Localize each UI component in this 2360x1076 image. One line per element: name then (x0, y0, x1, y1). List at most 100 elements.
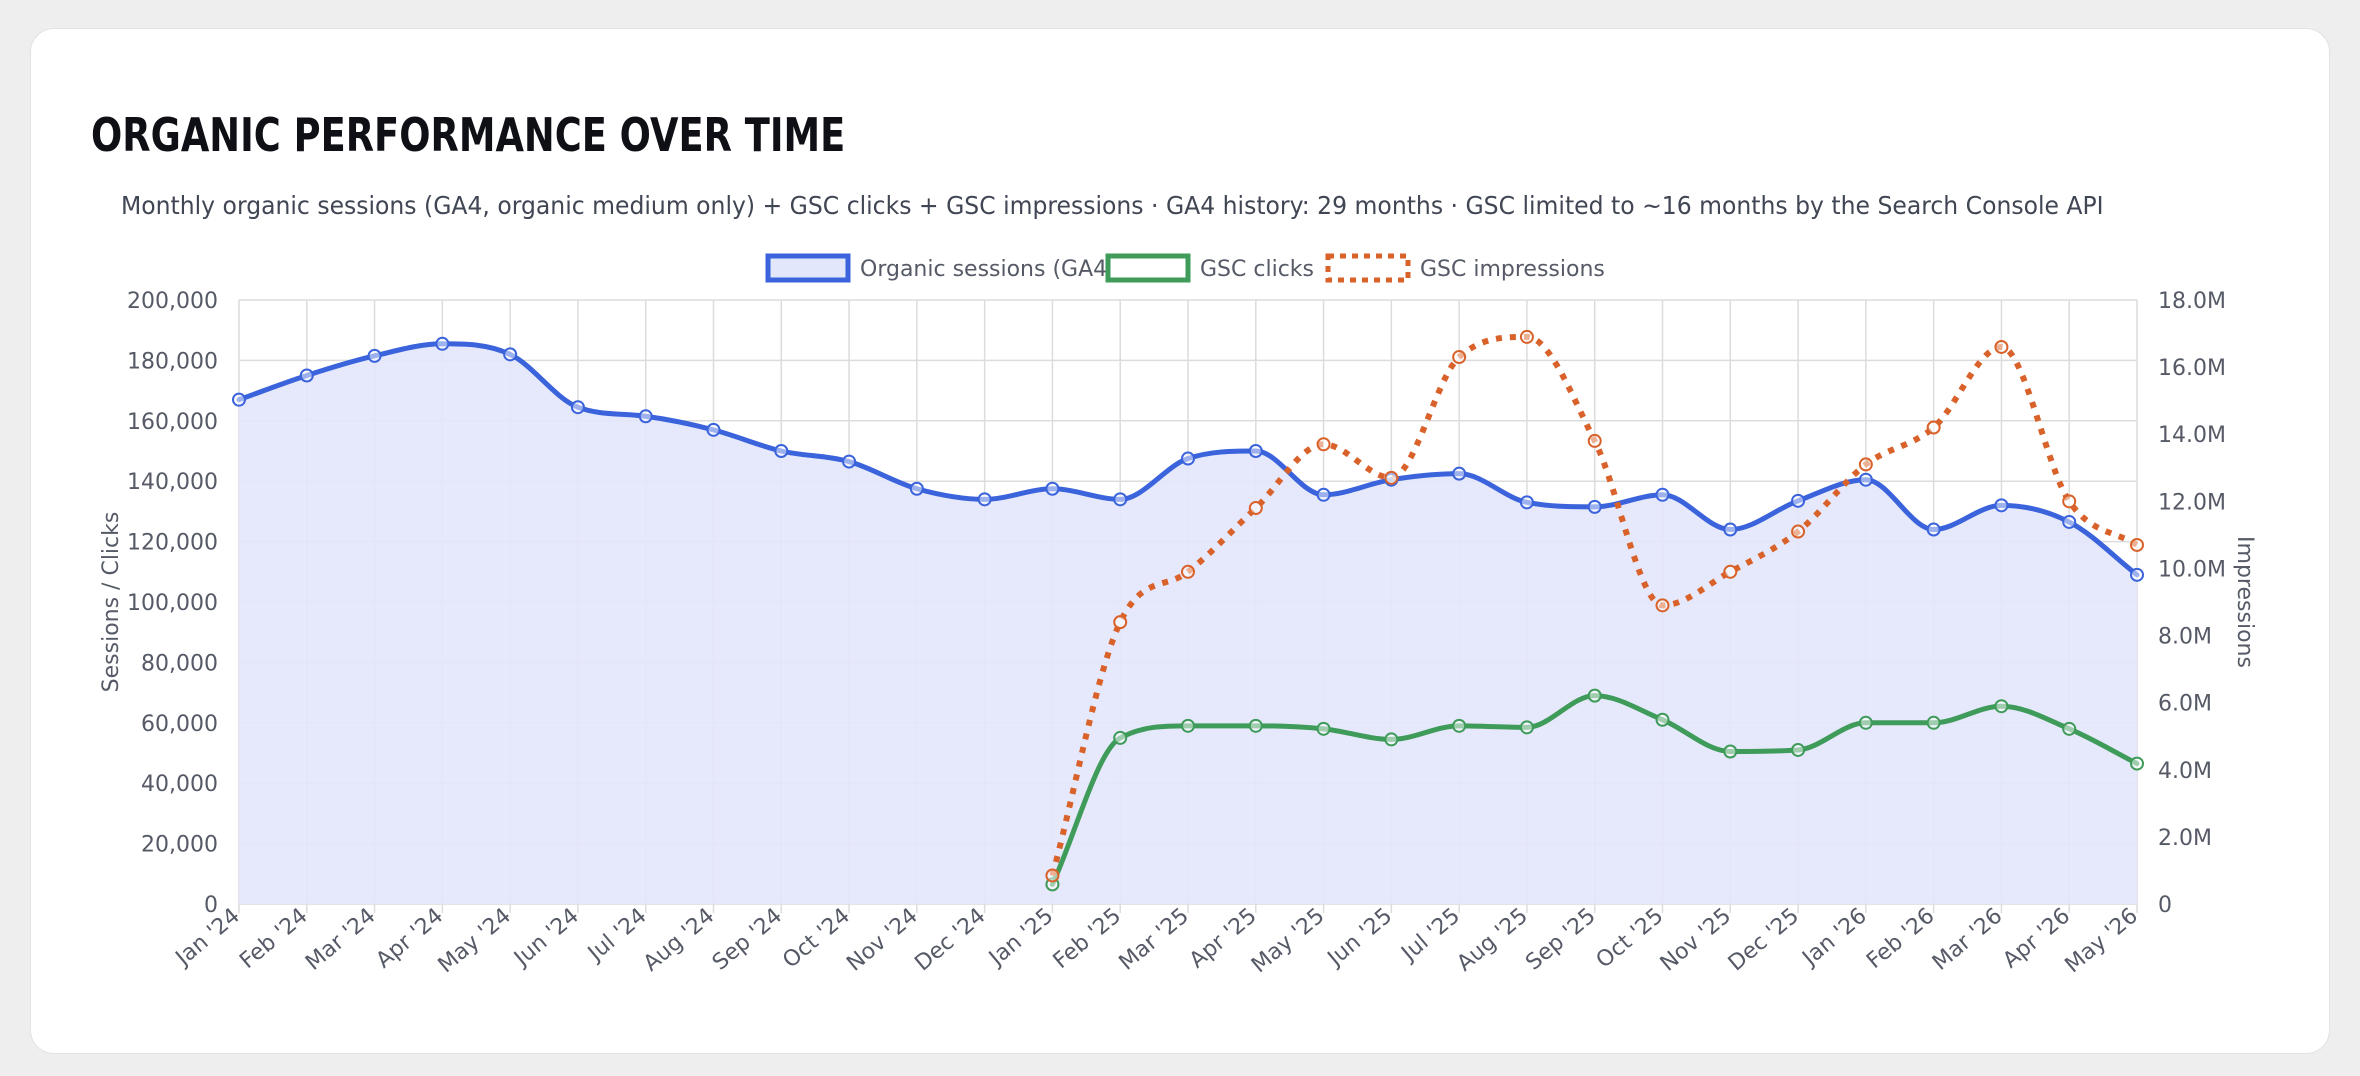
point-gsc-impressions (2062, 494, 2077, 509)
point-gsc-clicks (1384, 732, 1399, 747)
point-gsc-clicks (1926, 715, 1941, 730)
x-tick-label: Dec '24 (910, 903, 990, 976)
y-left-tick-label: 0 (204, 893, 218, 918)
y-right-tick-label: 10.0M (2158, 557, 2226, 582)
x-tick-label: Aug '24 (639, 903, 719, 976)
legend[interactable]: Organic sessions (GA4) GSC clicks GSC impr… (765, 253, 1605, 283)
point-gsc-clicks (1113, 730, 1128, 745)
point-gsc-clicks (1248, 718, 1263, 733)
x-tick-label: Mar '24 (301, 903, 380, 975)
point-organic-sessions-ga4 (1858, 472, 1873, 487)
point-organic-sessions-ga4 (1723, 522, 1738, 537)
point-gsc-impressions (1384, 470, 1399, 485)
point-gsc-impressions (1858, 457, 1873, 472)
x-tick-label: Sep '24 (708, 903, 787, 975)
area-organic-sessions-ga4 (239, 343, 2137, 904)
x-tick-label: May '24 (434, 903, 516, 978)
legend-label-gsc-impressions: GSC impressions (1420, 257, 1605, 282)
point-organic-sessions-ga4 (638, 409, 653, 424)
point-organic-sessions-ga4 (2130, 567, 2144, 582)
y-left-axis-title: Sessions / Clicks (99, 512, 124, 693)
point-gsc-impressions (1723, 564, 1738, 579)
legend-label-organic-sessions-ga4: Organic sessions (GA4) (860, 257, 1116, 282)
point-organic-sessions-ga4 (1994, 498, 2009, 513)
y-right-tick-label: 0 (2158, 893, 2172, 918)
y-right-tick-label: 16.0M (2158, 356, 2226, 381)
y-left-tick-label: 20,000 (141, 833, 218, 858)
y-left-tick-label: 100,000 (127, 591, 218, 616)
y-right-tick-label: 14.0M (2158, 423, 2226, 448)
x-tick-label: Aug '25 (1452, 903, 1532, 976)
point-gsc-clicks (1181, 718, 1195, 733)
point-organic-sessions-ga4 (2062, 514, 2077, 529)
line-gsc-impressions (1049, 333, 2139, 877)
legend-swatch-organic-sessions-ga4 (765, 253, 851, 283)
legend-swatch-gsc-impressions (1325, 253, 1411, 283)
point-gsc-impressions (1519, 329, 1534, 344)
point-gsc-clicks (2130, 756, 2144, 771)
point-organic-sessions-ga4 (1316, 487, 1331, 502)
x-tick-label: Oct '25 (1592, 903, 1669, 973)
point-organic-sessions-ga4 (299, 368, 314, 383)
point-gsc-impressions (1113, 615, 1128, 630)
line-gsc-clicks (1049, 693, 2140, 887)
point-organic-sessions-ga4 (774, 444, 789, 458)
point-gsc-clicks (1587, 688, 1602, 703)
page-title: ORGANIC PERFORMANCE OVER TIME (91, 108, 846, 162)
point-gsc-impressions (1587, 433, 1602, 448)
point-gsc-impressions (1791, 524, 1806, 539)
y-right-tick-label: 2.0M (2158, 826, 2212, 851)
x-tick-label: Mar '26 (1928, 903, 2007, 975)
point-gsc-impressions (2130, 537, 2144, 552)
point-gsc-impressions (1994, 339, 2009, 354)
y-right-axis-title: Impressions (2232, 536, 2257, 668)
x-tick-label: Feb '24 (235, 903, 312, 974)
point-gsc-impressions (1045, 868, 1060, 883)
y-right-tick-label: 4.0M (2158, 759, 2212, 784)
point-gsc-clicks (2062, 721, 2077, 736)
legend-label-gsc-clicks: GSC clicks (1200, 257, 1314, 282)
y-right-tick-label: 8.0M (2158, 625, 2212, 650)
x-tick-label: Dec '25 (1724, 903, 1804, 976)
point-organic-sessions-ga4 (706, 422, 721, 437)
point-organic-sessions-ga4 (1926, 522, 1941, 537)
point-gsc-clicks (1519, 720, 1534, 735)
point-gsc-impressions (1655, 598, 1670, 613)
point-gsc-clicks (1316, 721, 1331, 736)
point-organic-sessions-ga4 (977, 492, 992, 507)
x-tick-label: Jan '26 (1797, 903, 1872, 972)
y-right-tick-label: 12.0M (2158, 490, 2226, 515)
y-left-tick-label: 140,000 (127, 470, 218, 495)
point-organic-sessions-ga4 (1113, 492, 1128, 507)
x-tick-label: Feb '26 (1862, 903, 1939, 974)
point-organic-sessions-ga4 (1045, 481, 1060, 496)
point-organic-sessions-ga4 (570, 400, 585, 415)
point-gsc-clicks (1994, 699, 2009, 714)
y-left-tick-label: 120,000 (127, 531, 218, 556)
x-tick-label: May '26 (2061, 903, 2143, 978)
area-layer (239, 343, 2137, 904)
x-tick-label: Jun '24 (508, 903, 583, 972)
point-organic-sessions-ga4 (1791, 493, 1806, 508)
y-right-tick-label: 6.0M (2158, 692, 2212, 717)
point-gsc-impressions (1452, 350, 1467, 365)
x-tick-label: Jan '25 (983, 903, 1058, 972)
point-gsc-clicks (1791, 742, 1806, 757)
point-gsc-clicks (1723, 744, 1738, 759)
point-gsc-impressions (1926, 420, 1941, 435)
x-tick-label: May '25 (1247, 903, 1329, 978)
x-tick-label: Nov '24 (842, 903, 922, 976)
y-left-tick-label: 160,000 (127, 410, 218, 435)
x-tick-label: Mar '25 (1115, 903, 1194, 975)
point-organic-sessions-ga4 (367, 348, 382, 363)
point-organic-sessions-ga4 (232, 392, 246, 407)
chart-subtitle: Monthly organic sessions (GA4, organic m… (121, 191, 2104, 220)
point-gsc-impressions (1248, 501, 1263, 516)
y-left-tick-label: 200,000 (127, 289, 218, 314)
point-organic-sessions-ga4 (1181, 451, 1195, 466)
point-organic-sessions-ga4 (1587, 499, 1602, 514)
point-gsc-impressions (1316, 437, 1331, 452)
series-points (232, 329, 2144, 892)
point-organic-sessions-ga4 (503, 347, 518, 362)
